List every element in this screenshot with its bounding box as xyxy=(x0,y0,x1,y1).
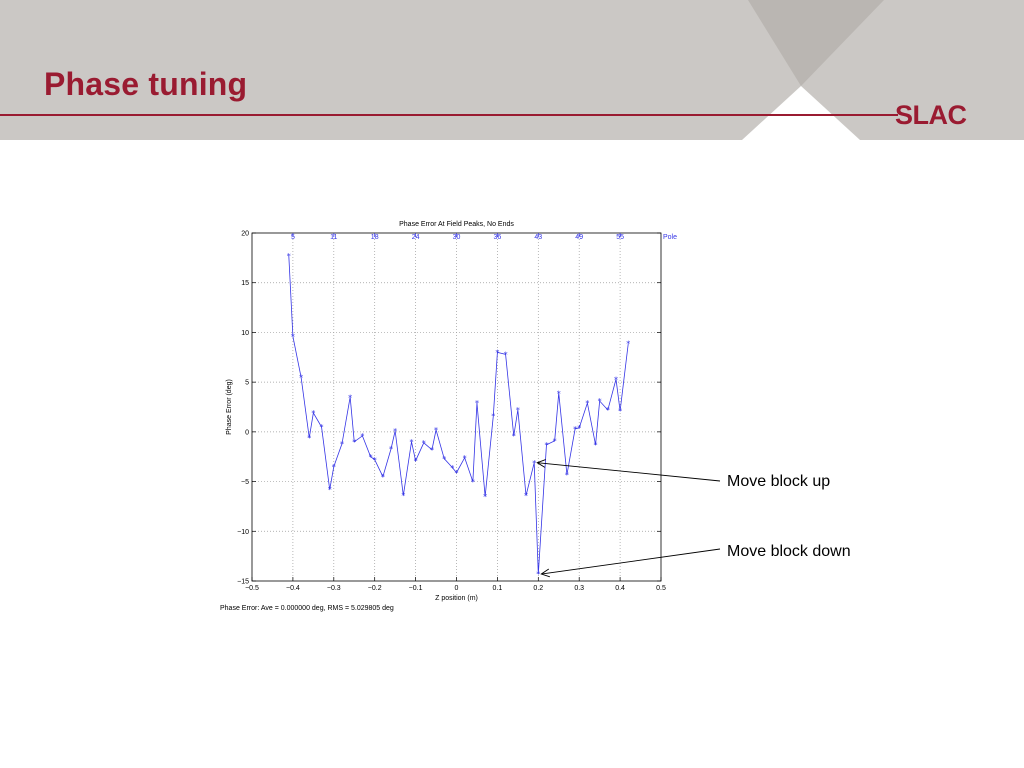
x-tick-label: 0 xyxy=(455,585,459,592)
y-tick-label: 5 xyxy=(245,380,249,387)
data-point: * xyxy=(524,492,528,501)
x-tick-label: −0.4 xyxy=(286,585,300,592)
data-point: * xyxy=(410,438,414,447)
data-point: * xyxy=(352,438,356,447)
data-point: * xyxy=(287,252,291,261)
arrow-move-block-up-line xyxy=(537,462,721,482)
data-point: * xyxy=(463,454,467,463)
callout-move-block-down: Move block down xyxy=(727,543,851,560)
data-point: * xyxy=(369,453,373,462)
data-point: * xyxy=(626,340,630,349)
data-point: * xyxy=(532,459,536,468)
arrow-move-block-down-head xyxy=(540,568,551,578)
data-point: * xyxy=(573,425,577,434)
data-point: * xyxy=(348,393,352,402)
data-point: * xyxy=(504,351,508,360)
data-point: * xyxy=(553,437,557,446)
pole-tick-label: 18 xyxy=(371,234,379,241)
x-axis-label: Z position (m) xyxy=(435,595,478,602)
header-decor-triangle-lower xyxy=(742,86,860,140)
data-point: * xyxy=(544,441,548,450)
pole-tick-label: 55 xyxy=(616,234,624,241)
x-tick-label: −0.5 xyxy=(245,585,259,592)
data-point: * xyxy=(536,570,540,579)
data-point: * xyxy=(373,456,377,465)
callout-move-block-up: Move block up xyxy=(727,473,831,490)
y-tick-label: −15 xyxy=(237,579,249,586)
data-point: * xyxy=(442,455,446,464)
slide-title: Phase tuning xyxy=(44,66,248,102)
data-point: * xyxy=(557,389,561,398)
y-tick-label: 15 xyxy=(241,280,249,287)
x-tick-label: 0.3 xyxy=(574,585,584,592)
y-tick-label: −10 xyxy=(237,529,249,536)
data-point: * xyxy=(401,492,405,501)
data-point: * xyxy=(360,432,364,441)
pole-tick-label: 43 xyxy=(534,234,542,241)
data-point: * xyxy=(594,441,598,450)
data-point: * xyxy=(585,399,589,408)
pole-axis-label: Pole xyxy=(663,234,677,241)
data-point: * xyxy=(414,457,418,466)
data-point: * xyxy=(565,471,569,480)
title-rule xyxy=(0,114,898,116)
y-axis-label: Phase Error (deg) xyxy=(226,379,233,435)
data-point: * xyxy=(307,434,311,443)
data-point: * xyxy=(598,397,602,406)
data-point: * xyxy=(516,406,520,415)
pole-tick-label: 11 xyxy=(330,234,337,241)
data-point: * xyxy=(434,426,438,435)
y-tick-label: 0 xyxy=(245,429,249,436)
data-point: * xyxy=(606,406,610,415)
data-point: * xyxy=(332,463,336,472)
data-point: * xyxy=(455,469,459,478)
data-point: * xyxy=(491,412,495,421)
data-point: * xyxy=(422,439,426,448)
data-point: * xyxy=(291,333,295,342)
chart-title: Phase Error At Field Peaks, No Ends xyxy=(399,221,514,228)
series-line xyxy=(288,255,629,575)
x-tick-label: 0.2 xyxy=(533,585,543,592)
y-tick-label: 20 xyxy=(241,231,249,238)
arrow-move-block-up-head xyxy=(536,459,546,468)
data-point: * xyxy=(450,464,454,473)
pole-tick-label: 24 xyxy=(412,234,420,241)
data-point: * xyxy=(471,478,475,487)
arrow-move-block-down-line xyxy=(541,548,721,575)
data-point: * xyxy=(320,423,324,432)
data-point: * xyxy=(475,399,479,408)
y-tick-label: −5 xyxy=(241,479,249,486)
data-point: * xyxy=(512,432,516,441)
x-tick-label: −0.3 xyxy=(327,585,341,592)
pole-tick-label: 5 xyxy=(291,234,295,241)
data-point: * xyxy=(614,375,618,384)
data-point: * xyxy=(483,493,487,502)
x-tick-label: 0.1 xyxy=(493,585,503,592)
data-point: * xyxy=(389,445,393,454)
pole-tick-label: 36 xyxy=(494,234,502,241)
data-point: * xyxy=(618,407,622,416)
slac-logo: SLAC xyxy=(895,100,967,130)
data-point: * xyxy=(299,373,303,382)
pole-tick-label: 30 xyxy=(453,234,461,241)
y-tick-label: 10 xyxy=(241,330,249,337)
x-tick-label: 0.5 xyxy=(656,585,666,592)
data-point: * xyxy=(311,409,315,418)
data-point: * xyxy=(328,486,332,495)
data-point: * xyxy=(381,473,385,482)
data-point: * xyxy=(340,440,344,449)
header-decor-triangle-upper xyxy=(748,0,884,86)
pole-tick-label: 49 xyxy=(575,234,583,241)
data-point: * xyxy=(577,424,581,433)
data-point: * xyxy=(393,427,397,436)
data-point: * xyxy=(495,349,499,358)
x-tick-label: 0.4 xyxy=(615,585,625,592)
x-tick-label: −0.1 xyxy=(409,585,423,592)
x-tick-label: −0.2 xyxy=(368,585,382,592)
stats-line: Phase Error: Ave = 0.000000 deg, RMS = 5… xyxy=(220,605,394,612)
header-decoration xyxy=(742,0,884,140)
data-point: * xyxy=(430,446,434,455)
